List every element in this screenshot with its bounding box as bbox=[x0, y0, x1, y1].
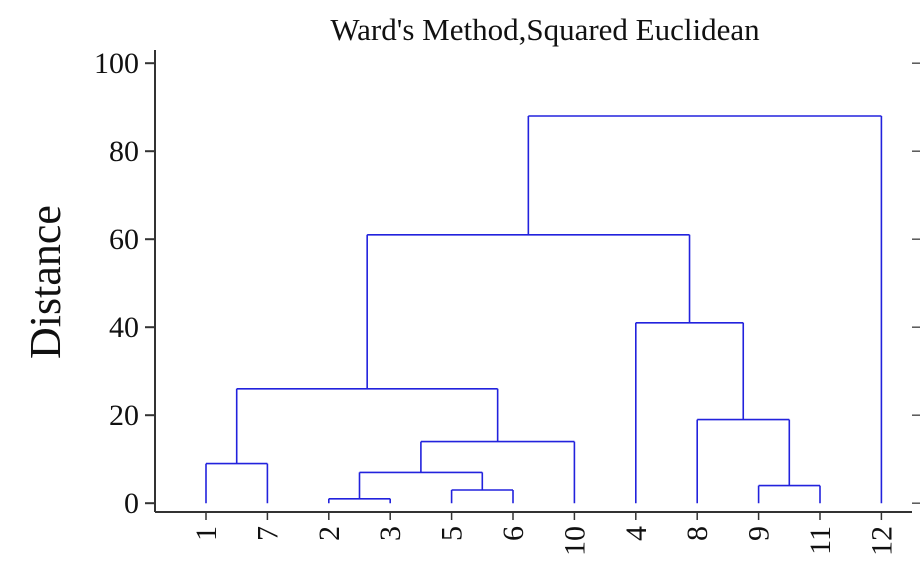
dendrogram-link bbox=[358, 471, 484, 499]
dendrogram-link bbox=[328, 498, 391, 504]
dendrogram-link bbox=[450, 489, 514, 504]
y-tick-label: 0 bbox=[124, 487, 139, 520]
leaf-label: 5 bbox=[436, 526, 469, 541]
dendrogram-link bbox=[205, 462, 269, 504]
dendrogram-link bbox=[757, 484, 821, 504]
y-tick-label: 60 bbox=[109, 223, 139, 256]
leaf-label: 8 bbox=[681, 526, 714, 541]
y-tick-label: 80 bbox=[109, 135, 139, 168]
dendrogram-link bbox=[235, 388, 499, 464]
leaf-label: 7 bbox=[251, 526, 284, 541]
y-axis-label: Distance bbox=[21, 205, 70, 359]
leaf-label: 6 bbox=[497, 526, 530, 541]
dendrogram-link bbox=[366, 234, 691, 389]
leaf-label: 9 bbox=[743, 526, 776, 541]
y-tick-label: 100 bbox=[94, 47, 139, 80]
leaf-label: 2 bbox=[313, 526, 346, 541]
leaf-label: 12 bbox=[865, 526, 898, 556]
leaf-label: 11 bbox=[804, 526, 837, 555]
leaf-label: 4 bbox=[620, 526, 653, 541]
dendrogram-link bbox=[527, 115, 883, 504]
dendrogram-link bbox=[696, 418, 791, 504]
chart-title: Ward's Method,Squared Euclidean bbox=[330, 12, 760, 47]
y-tick-label: 40 bbox=[109, 311, 139, 344]
leaf-label: 3 bbox=[374, 526, 407, 541]
leaf-label: 10 bbox=[558, 526, 591, 556]
leaf-label: 1 bbox=[190, 526, 223, 541]
y-tick-label: 20 bbox=[109, 399, 139, 432]
dendrogram-link bbox=[635, 322, 745, 504]
